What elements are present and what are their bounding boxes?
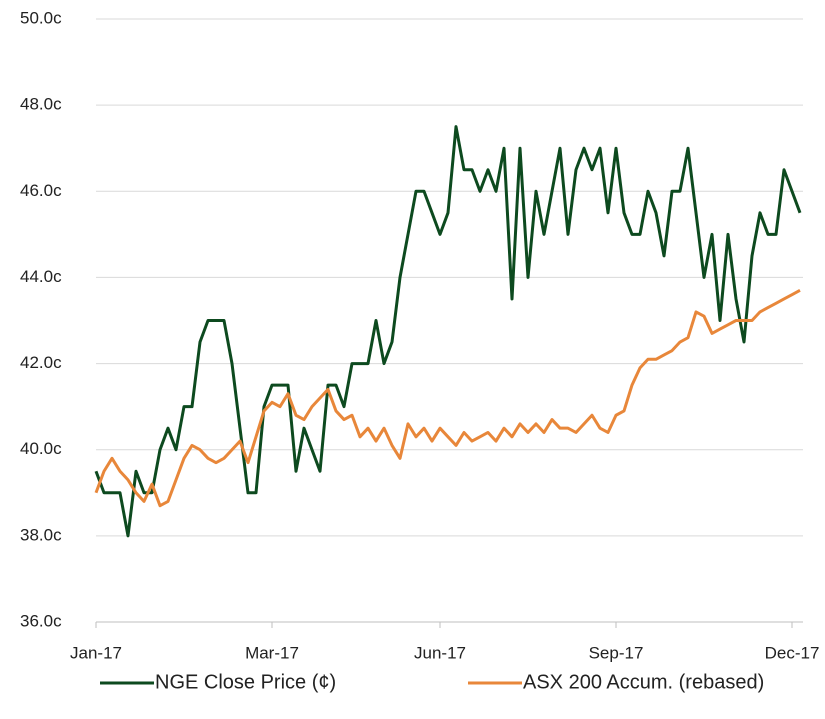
y-tick-label: 46.0c — [20, 181, 62, 200]
x-tick-label: Jun-17 — [414, 643, 466, 662]
y-tick-label: 38.0c — [20, 525, 62, 544]
y-tick-label: 42.0c — [20, 353, 62, 372]
x-tick-label: Mar-17 — [245, 643, 299, 662]
y-tick-label: 48.0c — [20, 95, 62, 114]
series-line — [94, 125, 802, 538]
series-line — [94, 289, 801, 508]
legend-label: NGE Close Price (¢) — [155, 671, 336, 693]
legend-label: ASX 200 Accum. (rebased) — [523, 671, 764, 693]
y-tick-label: 40.0c — [20, 439, 62, 458]
x-tick-label: Sep-17 — [589, 643, 644, 662]
x-tick-label: Jan-17 — [70, 643, 122, 662]
y-tick-label: 50.0c — [20, 8, 62, 27]
x-tick-label: Dec-17 — [765, 643, 820, 662]
y-tick-label: 44.0c — [20, 267, 62, 286]
y-tick-label: 36.0c — [20, 611, 62, 630]
